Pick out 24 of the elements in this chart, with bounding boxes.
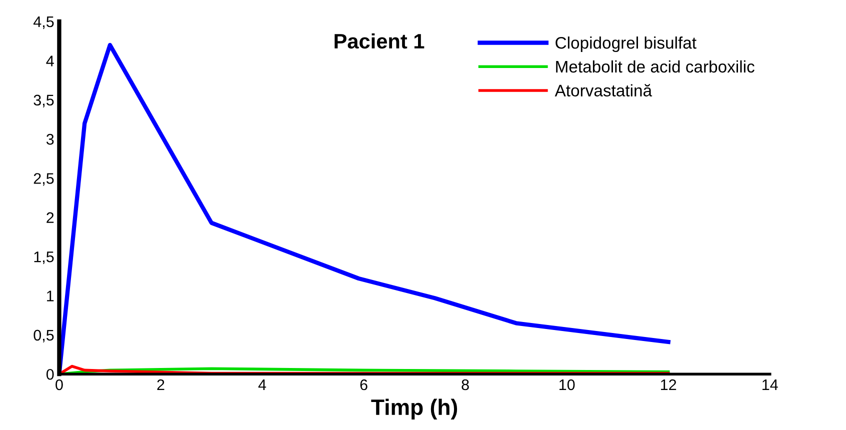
y-tick-label: 2,5 — [34, 173, 54, 186]
y-tick-label: 4 — [46, 56, 54, 66]
y-tick-label: 3 — [46, 134, 54, 145]
y-tick-label: 1,5 — [34, 252, 54, 264]
x-tick-label: 14 — [762, 380, 778, 390]
x-axis-title: Timp (h) — [371, 398, 458, 420]
y-tick-label: 4,5 — [33, 16, 54, 29]
legend-label: Atorvastatină — [554, 84, 652, 96]
legend-label: Metabolit de acid carboxilic — [556, 60, 754, 73]
x-tick-label: 10 — [559, 379, 575, 390]
chart-title: Pacient 1 — [334, 33, 424, 49]
x-tick-label: 4 — [258, 380, 266, 390]
y-tick-label: 0 — [46, 368, 54, 380]
legend-label: Clopidogrel bisulfat — [556, 36, 696, 52]
x-tick-label: 6 — [360, 379, 368, 390]
y-tick-label: 1 — [47, 290, 54, 302]
y-tick-label: 3,5 — [34, 94, 54, 108]
x-tick-label: 12 — [661, 379, 676, 390]
line-series — [59, 364, 670, 374]
y-tick-label: 2 — [46, 212, 54, 223]
x-tick-label: 0 — [56, 379, 63, 390]
x-tick-label: 2 — [157, 379, 164, 390]
y-tick-label: 0,5 — [34, 330, 54, 342]
x-tick-label: 8 — [462, 379, 469, 390]
